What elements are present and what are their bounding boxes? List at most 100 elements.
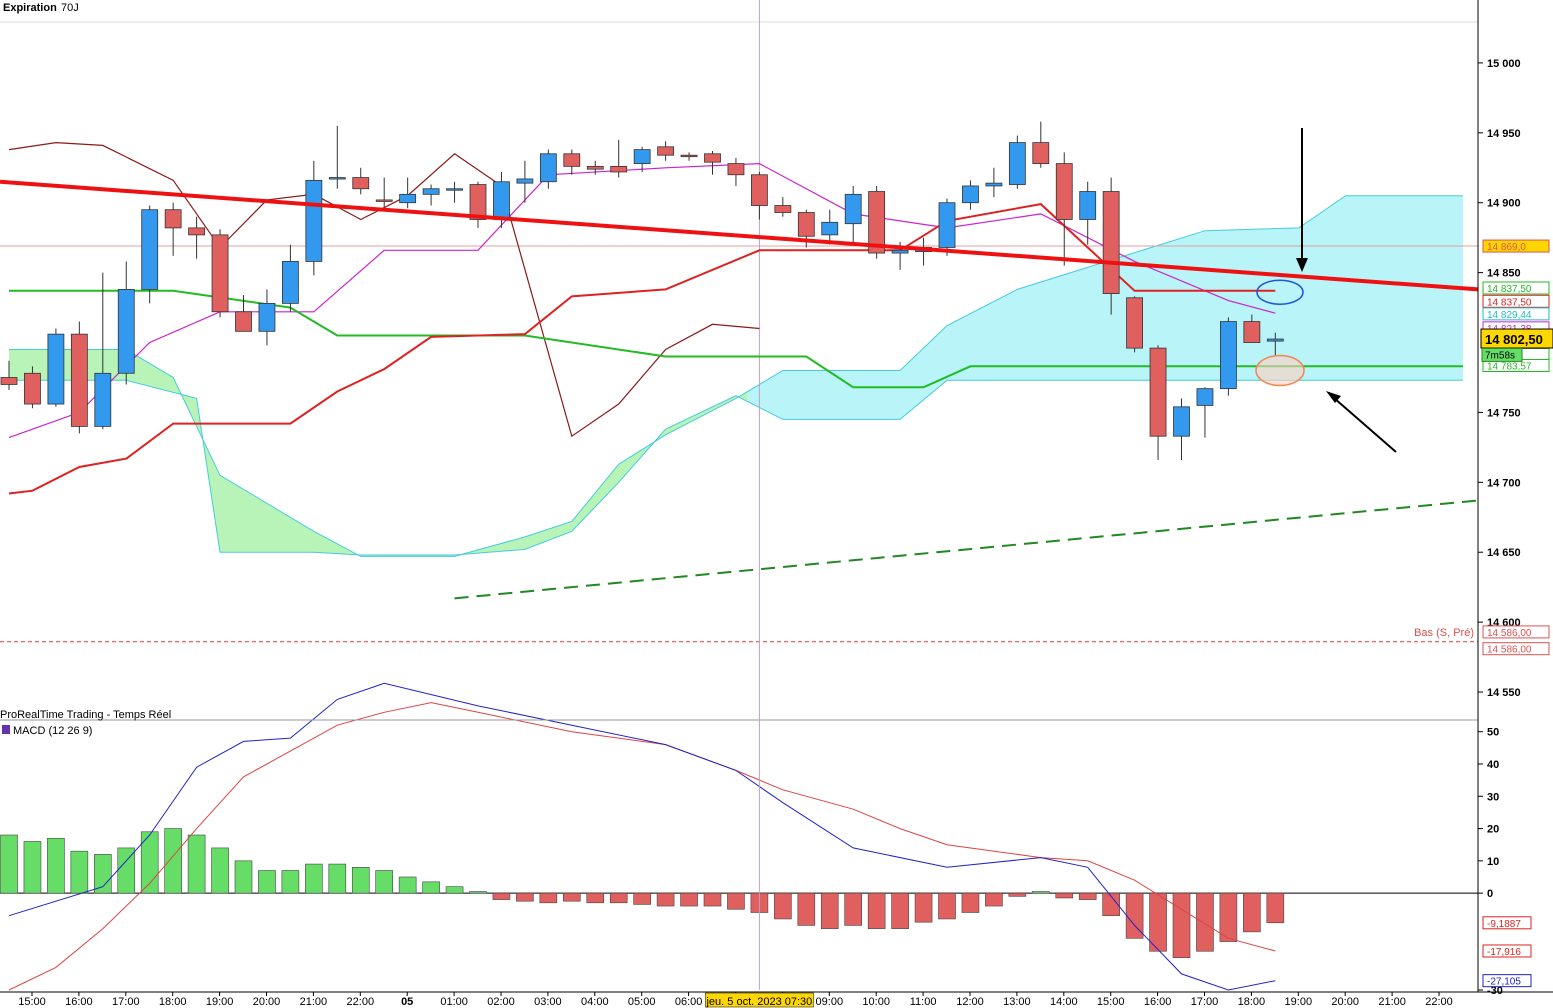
macd-bar-positive xyxy=(305,863,323,894)
price-badge-label: 14 869,0 xyxy=(1487,242,1526,253)
macd-panel xyxy=(0,682,1478,991)
macd-tick-label: 50 xyxy=(1487,727,1499,739)
time-tick-label: 21:00 xyxy=(300,996,328,1008)
candle-bullish xyxy=(305,179,323,262)
candle-bullish xyxy=(1008,142,1026,185)
cloud-lower-edge xyxy=(9,379,1463,556)
macd-bar-negative xyxy=(1102,892,1120,917)
price-badge xyxy=(1482,642,1550,656)
candle-bearish xyxy=(1032,142,1050,164)
time-tick-label: 10:00 xyxy=(862,996,890,1008)
price-badge xyxy=(1482,239,1550,253)
macd-bar-negative xyxy=(609,892,628,904)
macd-indicator-label: MACD (12 26 9) xyxy=(13,725,92,737)
macd-bar-negative xyxy=(633,892,651,905)
candle-bullish xyxy=(117,288,135,374)
macd-bar-negative xyxy=(797,892,816,926)
candle-bullish xyxy=(891,249,909,254)
candle-bearish xyxy=(797,212,815,237)
candle-bullish xyxy=(938,202,956,248)
price-badge-label: 14 837,50 xyxy=(1487,297,1532,308)
price-badge-label: 14 586,00 xyxy=(1487,628,1532,639)
time-tick-label: 02:00 xyxy=(487,996,515,1008)
support-trendline xyxy=(454,499,1479,600)
candle-bullish xyxy=(47,333,65,405)
price-badge-label: 14 783,57 xyxy=(1487,361,1532,372)
macd-signal-line xyxy=(8,702,1276,991)
macd-tick-label: 40 xyxy=(1487,759,1499,771)
candle-bullish xyxy=(1266,338,1284,342)
time-tick-label: 20:00 xyxy=(253,996,281,1008)
expiration-label: Expiration xyxy=(3,2,57,14)
candle-bearish xyxy=(188,227,206,236)
candle-bearish xyxy=(704,153,721,163)
macd-legend-icon xyxy=(2,725,10,734)
candle-bullish xyxy=(422,188,440,195)
candle-bullish xyxy=(985,182,1003,187)
candle-bullish xyxy=(1173,406,1190,437)
macd-bar-positive xyxy=(398,876,417,894)
time-tick-label: 15:00 xyxy=(1097,996,1125,1008)
highlight-ellipse-orange xyxy=(1255,354,1305,387)
macd-bar-positive xyxy=(445,886,464,894)
macd-source-label: ProRealTime Trading - Temps Réel xyxy=(0,709,171,721)
candle-bearish xyxy=(586,165,604,170)
candle-bearish xyxy=(375,199,393,202)
time-tick-label: 03:00 xyxy=(534,996,562,1008)
time-tick-label: 11:00 xyxy=(910,996,937,1008)
annotations: Expiration 70J ProRealTime Trading - Tem… xyxy=(0,2,1474,737)
macd-bar-negative xyxy=(492,892,511,900)
low-level-label: Bas (S, Pré) xyxy=(1414,627,1474,639)
macd-bar-positive xyxy=(469,891,487,894)
macd-bar-negative xyxy=(1266,892,1285,924)
macd-bar-negative xyxy=(820,892,839,929)
price-badge xyxy=(1482,307,1550,321)
candle-bullish xyxy=(539,153,557,183)
candle-bearish xyxy=(868,191,886,254)
candle-bullish xyxy=(399,193,417,204)
macd-bar-positive xyxy=(70,850,89,894)
candle-bearish xyxy=(0,377,18,385)
macd-bar-positive xyxy=(281,870,300,894)
price-badge xyxy=(1482,294,1550,308)
candle-bullish xyxy=(633,149,651,164)
price-tick-label: 14 900 xyxy=(1487,198,1521,210)
candle-bullish xyxy=(844,193,862,225)
candle-bullish xyxy=(821,221,839,236)
macd-bar-positive xyxy=(258,870,276,894)
macd-bar-negative xyxy=(844,892,863,926)
time-tick-label: 19:00 xyxy=(1285,996,1313,1008)
arrow-diagonal-head xyxy=(1326,391,1341,403)
macd-bar-negative xyxy=(703,892,722,907)
time-tick-label: 16:00 xyxy=(1144,996,1172,1008)
macd-badge-label: -17,916 xyxy=(1487,947,1521,958)
time-tick-label: 06:00 xyxy=(675,996,703,1008)
macd-bar-positive xyxy=(351,867,370,894)
candle-bearish xyxy=(1149,347,1167,437)
time-tick-label: 17:00 xyxy=(112,996,140,1008)
macd-bar-negative xyxy=(938,892,956,920)
macd-tick-label: -30 xyxy=(1487,985,1503,997)
macd-bar-negative xyxy=(656,892,675,907)
price-badge-label: 14 829,44 xyxy=(1487,310,1532,321)
macd-bar-negative xyxy=(961,892,980,913)
time-tick-label: 21:00 xyxy=(1378,996,1406,1008)
time-tick-label: 15:00 xyxy=(18,996,46,1008)
candle-bearish xyxy=(1102,191,1120,294)
candle-bearish xyxy=(774,205,792,213)
macd-bar-positive xyxy=(47,837,65,894)
candle-bullish xyxy=(141,209,159,290)
macd-bar-negative xyxy=(1219,892,1238,942)
cloud-bullish xyxy=(9,349,748,557)
time-tick-label: 05 xyxy=(401,996,413,1008)
macd-line xyxy=(8,682,1276,991)
crosshair-time-label: jeu. 5 oct. 2023 07:30 xyxy=(705,996,812,1008)
candle-bullish xyxy=(94,372,112,427)
macd-bar-negative xyxy=(985,892,1003,907)
macd-bar-negative xyxy=(727,892,745,910)
candle-bullish xyxy=(446,188,463,191)
price-badge xyxy=(1482,281,1550,295)
macd-bar-negative xyxy=(774,892,792,920)
